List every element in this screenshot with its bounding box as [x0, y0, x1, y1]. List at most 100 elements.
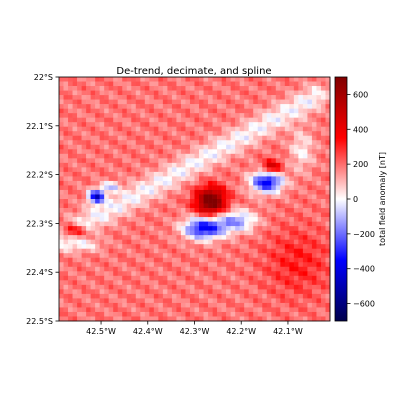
- heatmap-cell: [307, 253, 313, 259]
- heatmap-cell: [257, 244, 263, 250]
- heatmap-cell: [275, 289, 281, 295]
- heatmap-cell: [108, 230, 114, 236]
- heatmap-cell: [244, 162, 249, 168]
- heatmap-cell: [167, 203, 173, 209]
- heatmap-cell: [311, 180, 317, 186]
- heatmap-cell: [81, 104, 87, 109]
- heatmap-cell: [63, 86, 69, 91]
- heatmap-cell: [275, 117, 281, 123]
- heatmap-cell: [248, 113, 254, 118]
- heatmap-cell: [180, 122, 186, 128]
- heatmap-cell: [230, 289, 236, 295]
- heatmap-cell: [289, 113, 295, 118]
- heatmap-cell: [72, 135, 78, 141]
- heatmap-cell: [158, 235, 164, 240]
- heatmap-cell: [316, 108, 322, 114]
- heatmap-cell: [253, 316, 259, 322]
- heatmap-cell: [185, 244, 191, 250]
- heatmap-cell: [149, 266, 155, 272]
- heatmap-cell: [90, 199, 96, 204]
- heatmap-cell: [144, 194, 150, 200]
- heatmap-cell: [90, 226, 96, 231]
- heatmap-cell: [316, 90, 322, 96]
- heatmap-cell: [63, 149, 69, 155]
- heatmap-cell: [271, 262, 277, 268]
- heatmap-cell: [95, 280, 100, 286]
- heatmap-cell: [90, 244, 96, 250]
- heatmap-cell: [253, 140, 259, 146]
- heatmap-cell: [293, 235, 299, 240]
- heatmap-cell: [171, 239, 177, 245]
- heatmap-cell: [194, 158, 200, 164]
- heatmap-cell: [117, 293, 123, 299]
- heatmap-cell: [325, 140, 331, 146]
- heatmap-cell: [140, 307, 146, 313]
- heatmap-cell: [158, 266, 164, 272]
- heatmap-cell: [298, 208, 304, 213]
- heatmap-cell: [325, 180, 331, 186]
- heatmap-cell: [226, 171, 231, 177]
- heatmap-cell: [189, 221, 195, 227]
- heatmap-cell: [257, 293, 263, 299]
- heatmap-cell: [122, 176, 128, 182]
- heatmap-cell: [217, 117, 222, 123]
- heatmap-cell: [140, 189, 146, 195]
- heatmap-cell: [271, 117, 277, 123]
- heatmap-cell: [131, 284, 137, 290]
- heatmap-cell: [226, 90, 231, 96]
- heatmap-cell: [248, 212, 254, 218]
- heatmap-cell: [189, 81, 195, 87]
- heatmap-cell: [212, 131, 218, 137]
- heatmap-cell: [212, 108, 218, 114]
- heatmap-cell: [217, 293, 222, 299]
- heatmap-cell: [176, 230, 182, 236]
- heatmap-cell: [149, 253, 155, 259]
- heatmap-cell: [289, 131, 295, 137]
- heatmap-cell: [253, 144, 259, 150]
- heatmap-cell: [113, 217, 119, 222]
- heatmap-cell: [185, 271, 191, 277]
- heatmap-cell: [293, 189, 299, 195]
- heatmap-cell: [271, 217, 277, 222]
- heatmap-cell: [77, 271, 82, 277]
- heatmap-cell: [189, 271, 195, 277]
- heatmap-cell: [203, 162, 209, 168]
- heatmap-cell: [298, 77, 304, 82]
- heatmap-cell: [244, 158, 249, 164]
- heatmap-cell: [217, 149, 222, 155]
- heatmap-cell: [257, 280, 263, 286]
- heatmap-cell: [194, 298, 200, 304]
- heatmap-cell: [90, 262, 96, 268]
- heatmap-cell: [194, 217, 200, 222]
- heatmap-cell: [189, 266, 195, 272]
- heatmap-cell: [59, 284, 64, 290]
- heatmap-cell: [280, 217, 286, 222]
- heatmap-cell: [271, 293, 277, 299]
- heatmap-cell: [316, 316, 322, 322]
- heatmap-cell: [320, 302, 326, 308]
- heatmap-cell: [271, 248, 277, 254]
- heatmap-cell: [104, 131, 109, 137]
- heatmap-cell: [302, 208, 308, 213]
- heatmap-cell: [122, 298, 128, 304]
- heatmap-cell: [275, 162, 281, 168]
- heatmap-cell: [239, 194, 245, 200]
- heatmap-cell: [86, 180, 91, 186]
- heatmap-cell: [176, 135, 182, 141]
- heatmap-cell: [311, 108, 317, 114]
- heatmap-cell: [244, 131, 249, 137]
- heatmap-cell: [140, 90, 146, 96]
- heatmap-cell: [244, 180, 249, 186]
- heatmap-cell: [77, 171, 82, 177]
- heatmap-cell: [167, 180, 173, 186]
- heatmap-cell: [289, 153, 295, 159]
- heatmap-cell: [203, 77, 209, 82]
- heatmap-cell: [140, 244, 146, 250]
- heatmap-cell: [293, 144, 299, 150]
- heatmap-cell: [86, 167, 91, 173]
- heatmap-cell: [162, 280, 168, 286]
- heatmap-cell: [135, 298, 141, 304]
- heatmap-cell: [203, 316, 209, 322]
- heatmap-cell: [68, 167, 73, 173]
- heatmap-cell: [248, 208, 254, 213]
